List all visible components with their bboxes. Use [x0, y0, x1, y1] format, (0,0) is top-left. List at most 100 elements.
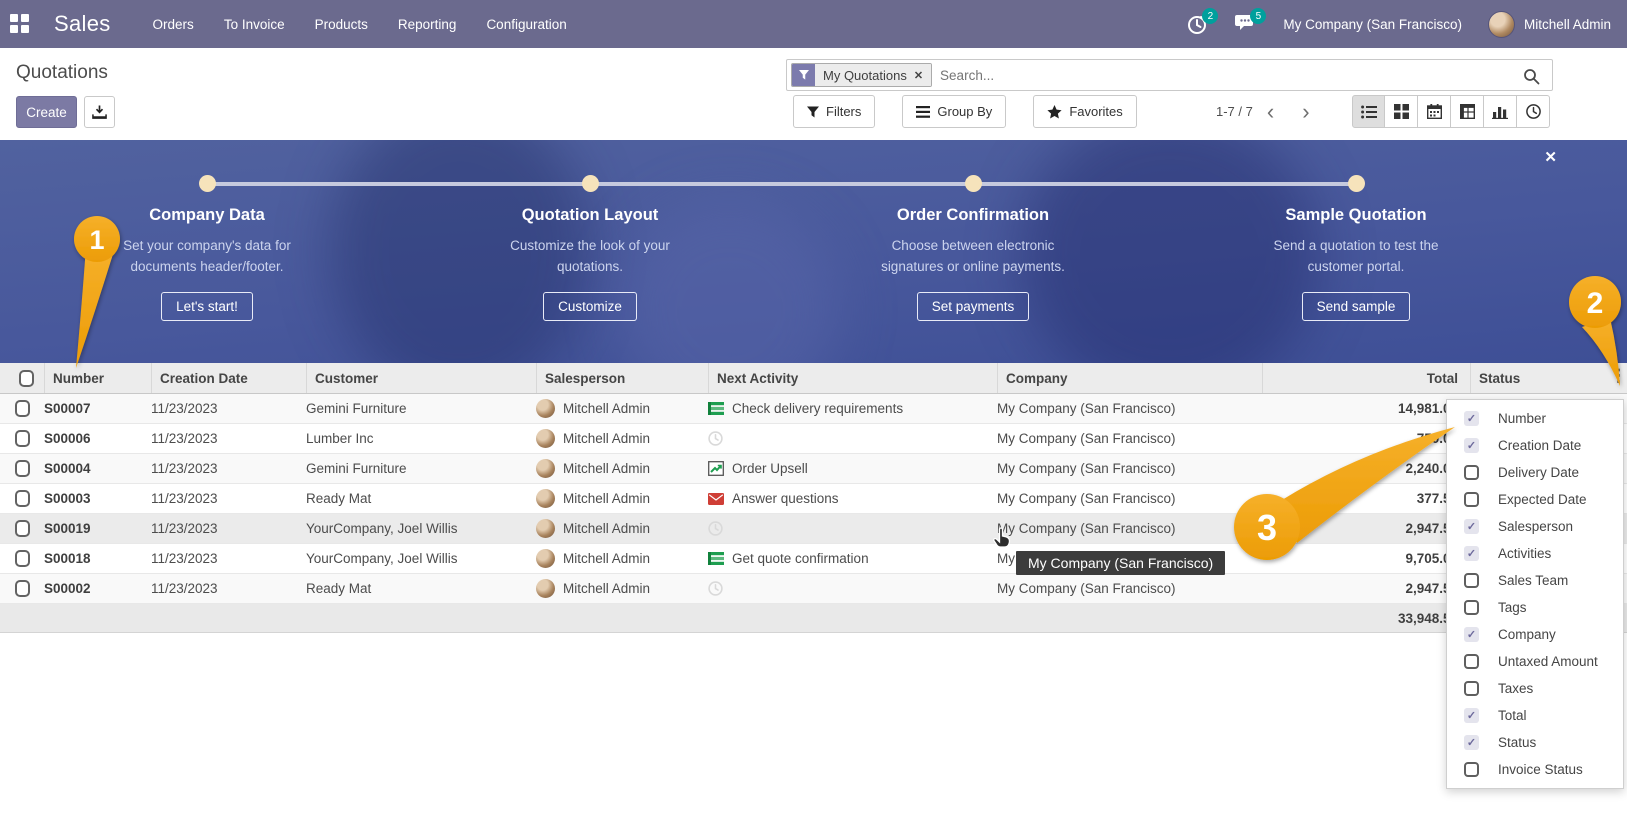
column-checkbox[interactable]: [1464, 762, 1479, 777]
column-toggle-delivery-date[interactable]: Delivery Date: [1447, 459, 1623, 486]
column-toggle-creation-date[interactable]: ✓ Creation Date: [1447, 432, 1623, 459]
messages-icon[interactable]: 5: [1235, 8, 1267, 35]
view-calendar-icon[interactable]: [1418, 95, 1451, 128]
search-icon[interactable]: [1523, 68, 1540, 90]
column-toggle-company[interactable]: ✓ Company: [1447, 621, 1623, 648]
header-company[interactable]: Company: [997, 363, 1262, 393]
column-toggle-taxes[interactable]: Taxes: [1447, 675, 1623, 702]
column-checkbox[interactable]: ✓: [1464, 627, 1479, 642]
nav-menu-configuration[interactable]: Configuration: [486, 16, 567, 32]
user-avatar[interactable]: [1487, 10, 1515, 38]
row-checkbox[interactable]: [14, 460, 30, 477]
select-all-checkbox[interactable]: [18, 369, 34, 387]
column-toggle-status[interactable]: ✓ Status: [1447, 729, 1623, 756]
favorites-button[interactable]: Favorites: [1033, 95, 1137, 128]
cell-next-activity[interactable]: [708, 424, 997, 453]
todo-bars-activity-icon[interactable]: [708, 402, 724, 415]
column-checkbox[interactable]: ✓: [1464, 519, 1479, 534]
row-checkbox[interactable]: [14, 580, 30, 597]
column-checkbox[interactable]: [1464, 681, 1479, 696]
column-checkbox[interactable]: [1464, 573, 1479, 588]
optional-columns-toggle-icon[interactable]: ⋮: [1610, 366, 1627, 385]
column-checkbox[interactable]: ✓: [1464, 411, 1479, 426]
cell-next-activity[interactable]: [708, 574, 997, 603]
column-checkbox[interactable]: [1464, 654, 1479, 669]
lets-start-button[interactable]: Let's start!: [161, 292, 253, 321]
app-title[interactable]: Sales: [54, 11, 111, 36]
view-graph-icon[interactable]: [1484, 95, 1517, 128]
column-toggle-untaxed-amount[interactable]: Untaxed Amount: [1447, 648, 1623, 675]
todo-bars-activity-icon[interactable]: [708, 552, 724, 565]
column-toggle-activities[interactable]: ✓ Activities: [1447, 540, 1623, 567]
nav-menu-reporting[interactable]: Reporting: [397, 16, 457, 32]
header-salesperson[interactable]: Salesperson: [536, 363, 708, 393]
set-payments-button[interactable]: Set payments: [916, 292, 1030, 321]
activities-icon[interactable]: 2: [1187, 8, 1219, 35]
view-pivot-icon[interactable]: [1451, 95, 1484, 128]
pager-previous-icon[interactable]: ‹: [1266, 98, 1275, 124]
clock-activity-icon[interactable]: [708, 521, 723, 536]
view-activity-icon[interactable]: [1517, 95, 1550, 128]
cell-next-activity[interactable]: [708, 514, 997, 543]
column-toggle-expected-date[interactable]: Expected Date: [1447, 486, 1623, 513]
header-status[interactable]: Status: [1470, 363, 1600, 393]
banner-close-icon[interactable]: ✕: [1544, 149, 1557, 166]
row-checkbox[interactable]: [14, 430, 30, 447]
search-input[interactable]: [932, 67, 1552, 83]
table-row[interactable]: S00018 11/23/2023 YourCompany, Joel Will…: [0, 544, 1627, 574]
chart-activity-icon[interactable]: [708, 461, 724, 476]
nav-menu-orders[interactable]: Orders: [152, 16, 194, 32]
create-button[interactable]: Create: [16, 96, 77, 128]
search-bar[interactable]: My Quotations ✕: [786, 59, 1553, 91]
column-toggle-sales-team[interactable]: Sales Team: [1447, 567, 1623, 594]
cell-next-activity[interactable]: Answer questions: [708, 484, 997, 513]
table-row[interactable]: S00007 11/23/2023 Gemini Furniture Mitch…: [0, 394, 1627, 424]
header-number[interactable]: Number: [44, 363, 151, 393]
row-checkbox[interactable]: [14, 520, 30, 537]
column-checkbox[interactable]: [1464, 492, 1479, 507]
header-creation-date[interactable]: Creation Date: [151, 363, 306, 393]
column-checkbox[interactable]: ✓: [1464, 546, 1479, 561]
filters-button[interactable]: Filters: [793, 95, 876, 128]
header-total[interactable]: Total: [1262, 363, 1458, 393]
nav-menu-to-invoice[interactable]: To Invoice: [223, 16, 285, 32]
table-row[interactable]: S00019 11/23/2023 YourCompany, Joel Will…: [0, 514, 1627, 544]
column-toggle-invoice-status[interactable]: Invoice Status: [1447, 756, 1623, 783]
column-checkbox[interactable]: [1464, 465, 1479, 480]
column-toggle-number[interactable]: ✓ Number: [1447, 405, 1623, 432]
column-checkbox[interactable]: ✓: [1464, 708, 1479, 723]
nav-menu-products[interactable]: Products: [314, 16, 368, 32]
cell-next-activity[interactable]: Get quote confirmation: [708, 544, 997, 573]
search-facet[interactable]: My Quotations ✕: [791, 63, 933, 87]
column-toggle-tags[interactable]: Tags: [1447, 594, 1623, 621]
cell-next-activity[interactable]: Order Upsell: [708, 454, 997, 483]
envelope-activity-icon[interactable]: [708, 492, 724, 505]
header-next-activity[interactable]: Next Activity: [708, 363, 997, 393]
column-checkbox[interactable]: [1464, 600, 1479, 615]
apps-menu-icon[interactable]: [10, 14, 30, 34]
row-checkbox[interactable]: [14, 550, 30, 567]
column-toggle-salesperson[interactable]: ✓ Salesperson: [1447, 513, 1623, 540]
send-sample-button[interactable]: Send sample: [1301, 292, 1411, 321]
column-checkbox[interactable]: ✓: [1464, 438, 1479, 453]
pager-next-icon[interactable]: ›: [1302, 98, 1310, 124]
user-name[interactable]: Mitchell Admin: [1523, 16, 1611, 32]
row-checkbox[interactable]: [14, 490, 30, 507]
view-list-icon[interactable]: [1352, 95, 1385, 128]
table-row[interactable]: S00006 11/23/2023 Lumber Inc Mitchell Ad…: [0, 424, 1627, 454]
company-switcher[interactable]: My Company (San Francisco): [1283, 16, 1462, 32]
row-checkbox[interactable]: [14, 400, 30, 417]
customize-button[interactable]: Customize: [543, 292, 637, 321]
column-checkbox[interactable]: ✓: [1464, 735, 1479, 750]
table-row[interactable]: S00003 11/23/2023 Ready Mat Mitchell Adm…: [0, 484, 1627, 514]
clock-activity-icon[interactable]: [708, 431, 723, 446]
facet-remove-icon[interactable]: ✕: [913, 69, 924, 82]
cell-next-activity[interactable]: Check delivery requirements: [708, 394, 997, 423]
header-customer[interactable]: Customer: [306, 363, 536, 393]
clock-activity-icon[interactable]: [708, 581, 723, 596]
export-button[interactable]: [84, 96, 115, 128]
table-row[interactable]: S00002 11/23/2023 Ready Mat Mitchell Adm…: [0, 574, 1627, 604]
view-kanban-icon[interactable]: [1385, 95, 1418, 128]
group-by-button[interactable]: Group By: [902, 95, 1007, 128]
table-row[interactable]: S00004 11/23/2023 Gemini Furniture Mitch…: [0, 454, 1627, 484]
